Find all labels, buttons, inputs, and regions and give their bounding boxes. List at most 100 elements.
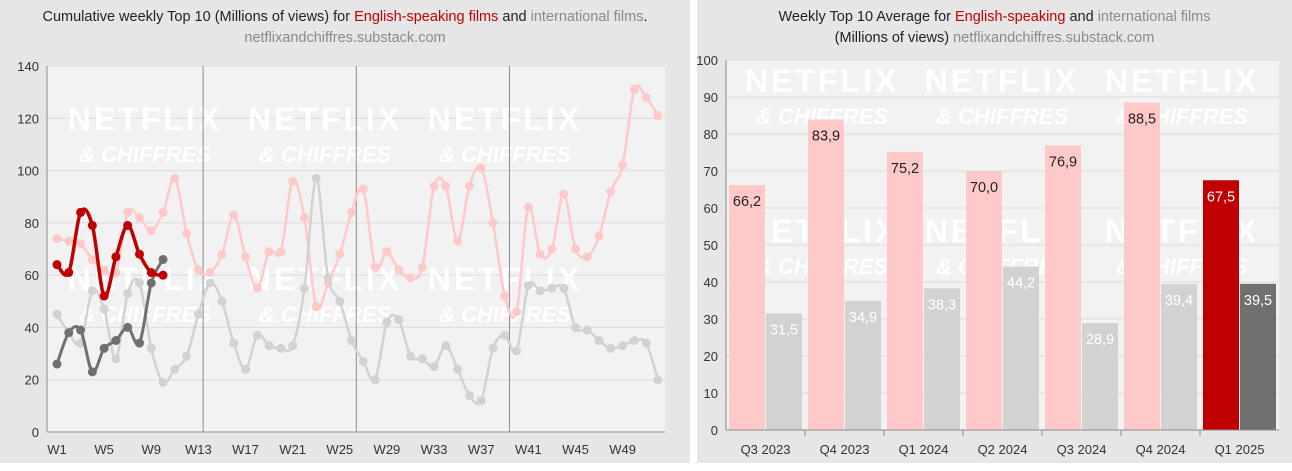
left-x-tick-label: W13 [185,442,212,457]
data-point-english-current [64,268,74,278]
left-y-tick-label: 20 [25,373,39,388]
bar-english [1203,180,1239,430]
data-point-english-past [229,210,239,220]
left-x-tick-label: W1 [47,442,67,457]
watermark-logo: & CHIFFRES [439,302,571,327]
right-title-english: English-speaking [955,9,1066,25]
bar-international [1082,323,1118,430]
data-point-english-past [653,111,663,121]
right-x-category-label: Q3 2023 [741,442,791,457]
right-title-and: and [1065,9,1098,25]
data-point-english-current [158,270,168,280]
data-point-international-current [52,359,62,369]
data-point-english-current [111,252,121,262]
watermark-logo: NETFLIX [248,101,402,137]
data-point-international-past [453,364,463,374]
right-x-category-label: Q1 2024 [899,442,949,457]
data-point-international-past [87,286,97,296]
left-x-tick-label: W21 [279,442,306,457]
left-chart-source: netflixandchiffres.substack.com [244,30,446,46]
data-point-english-current [87,220,97,230]
data-point-english-past [535,249,545,259]
bar-label-international: 34,9 [849,310,877,326]
data-point-english-past [87,254,97,264]
data-point-english-past [76,239,86,249]
data-point-english-past [99,265,109,275]
data-point-english-past [606,186,616,196]
data-point-english-past [134,213,144,223]
right-y-tick-label: 20 [704,349,718,364]
left-y-tick-label: 60 [25,268,39,283]
left-line-chart: 0 20 40 60 80 100 120 140 NETFLIX & CHIFFRES NETFL… [17,59,665,457]
left-y-tick-label: 0 [32,425,39,440]
data-point-international-past [99,304,109,314]
left-x-tick-label: W37 [468,442,495,457]
bar-label-english: 88,5 [1128,112,1156,128]
right-x-category-label: Q1 2025 [1215,442,1265,457]
data-point-international-past [523,281,533,291]
data-point-english-current [134,249,144,259]
data-point-english-past [123,207,133,217]
data-point-international-past [464,390,474,400]
data-point-english-current [123,220,133,230]
data-point-english-past [370,262,380,272]
data-point-english-past [547,244,557,254]
left-x-tick-label: W25 [326,442,353,457]
bar-label-international: 28,9 [1086,332,1114,348]
data-point-english-past [288,176,298,186]
data-point-english-past [205,268,215,278]
data-point-international-past [629,336,639,345]
left-x-tick-label: W33 [421,442,448,457]
watermark-logo: NETFLIX [428,101,582,137]
right-chart-panel: Weekly Top 10 Average for English-speaki… [697,0,1292,463]
data-point-international-past [606,343,616,353]
data-point-english-past [618,160,628,170]
data-point-international-past [299,283,309,293]
data-point-english-past [417,262,427,272]
left-y-tick-label: 40 [25,320,39,335]
watermark-logo: & CHIFFRES [79,142,211,167]
data-point-english-past [441,181,451,191]
left-x-tick-label: W17 [232,442,259,457]
bar-label-english: 75,2 [891,161,919,177]
right-y-tick-label: 0 [711,423,718,438]
watermark-logo: & CHIFFRES [259,302,391,327]
left-title-prefix: Cumulative weekly Top 10 (Millions of vi… [42,9,355,25]
bar-international [924,288,960,430]
bar-english [808,119,844,430]
data-point-international-past [547,283,557,293]
data-point-english-past [182,228,192,238]
watermark-logo: NETFLIX [925,63,1079,99]
data-point-english-past [582,252,592,262]
data-point-international-current [99,343,109,353]
data-point-international-current [111,336,121,345]
left-x-tick-label: W5 [94,442,114,457]
right-x-category-label: Q4 2024 [1136,442,1186,457]
data-point-english-past [358,184,368,194]
data-point-international-past [241,364,251,374]
data-point-english-past [64,236,74,246]
left-chart-title: Cumulative weekly Top 10 (Millions of vi… [0,8,690,27]
data-point-international-past [488,343,498,353]
data-point-english-past [193,265,203,275]
right-y-tick-label: 100 [697,53,718,68]
data-point-international-past [476,396,486,406]
bar-international [1240,283,1276,430]
watermark-logo: & CHIFFRES [936,104,1068,129]
data-point-english-current [52,260,62,270]
data-point-international-past [252,330,262,340]
data-point-english-past [52,234,62,244]
right-y-tick-label: 60 [704,201,718,216]
left-title-end: . [643,9,648,25]
bar-label-english: 76,9 [1049,154,1077,170]
data-point-english-past [217,249,227,259]
data-point-international-past [217,296,227,306]
left-x-tick-label: W29 [374,442,401,457]
data-point-english-past [488,218,498,228]
data-point-english-past [311,302,321,312]
left-y-tick-label: 80 [25,216,39,231]
data-point-international-past [134,278,144,288]
data-point-english-current [99,291,109,301]
left-x-tick-label: W9 [142,442,162,457]
data-point-english-past [629,85,639,95]
